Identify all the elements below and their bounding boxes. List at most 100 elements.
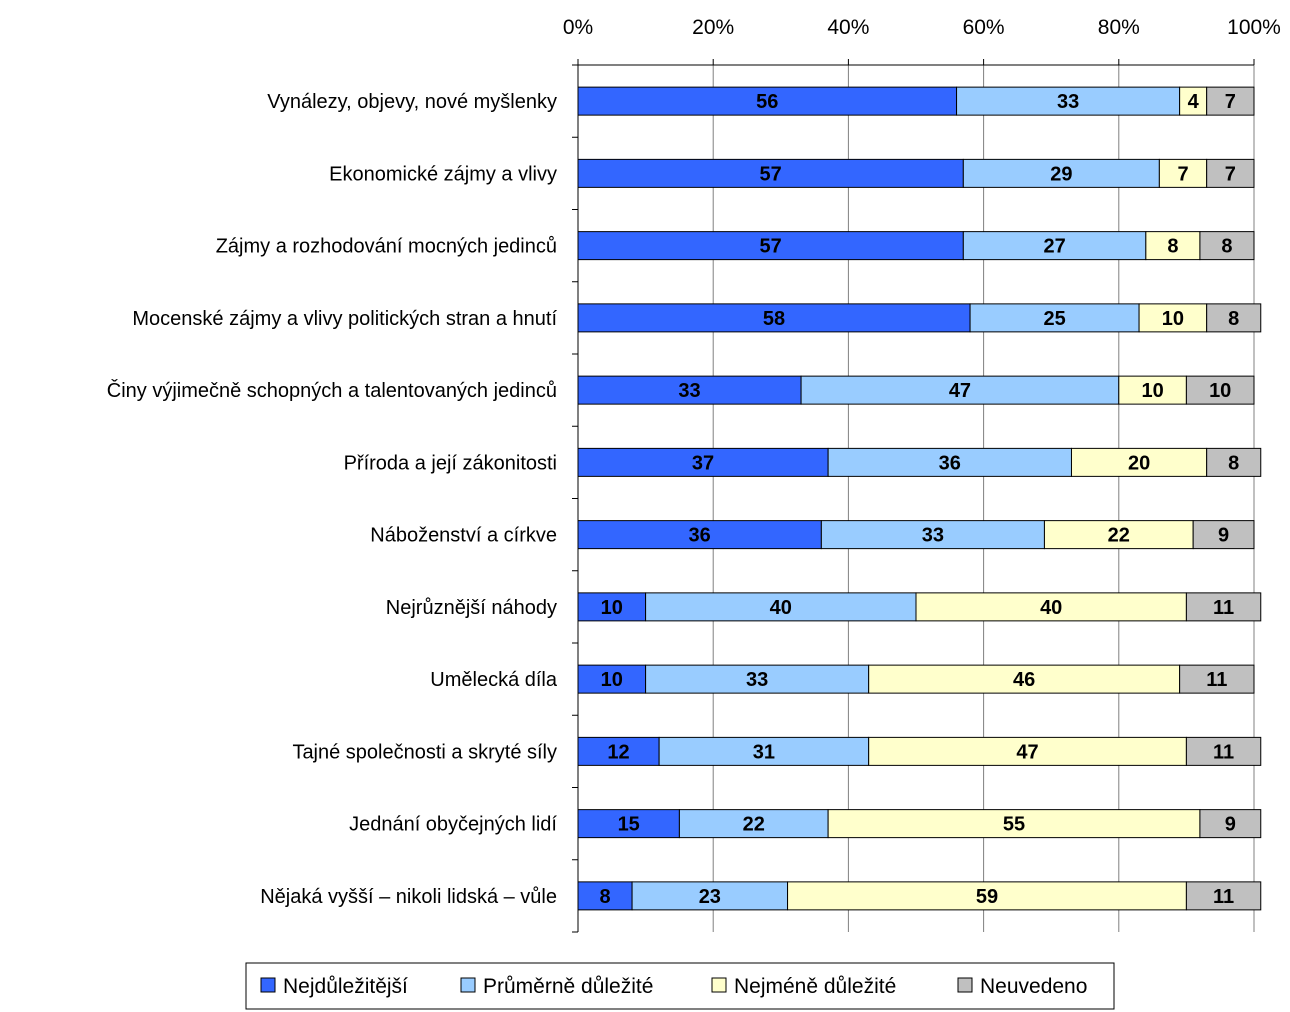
data-label: 33 [922,525,944,547]
data-label: 10 [601,597,623,619]
bar-segment [1070,447,1208,477]
data-label: 11 [1213,597,1234,619]
data-label: 58 [763,308,785,330]
data-label: 11 [1206,669,1227,691]
data-label: 7 [1225,163,1236,185]
x-tick-label: 0% [563,16,593,39]
bar-segment [1118,375,1187,405]
data-label: 40 [1040,597,1062,619]
category-label: Náboženství a církve [370,525,557,547]
bar-row: 36 33 22 9 [577,520,1255,550]
x-tick-label: 60% [963,16,1005,39]
bar-row: 58 25 10 8 [577,303,1262,333]
bar-row: 33 47 10 10 [577,375,1255,405]
bar-row: 10 33 46 11 [577,664,1255,694]
x-tick-label: 100% [1227,16,1281,39]
bar-segment [1185,881,1262,911]
data-label: 33 [1057,91,1079,113]
bar-segment [1145,231,1201,261]
data-label: 7 [1225,91,1236,113]
data-label: 9 [1225,814,1236,836]
bar-segment [577,158,964,188]
data-label: 20 [1128,452,1150,474]
category-labels: Vynálezy, objevy, nové myšlenky Ekonomick… [107,91,558,908]
data-label: 29 [1050,163,1072,185]
bar-segment [800,375,1120,405]
data-label: 56 [756,91,778,113]
legend-label: Nejméně důležité [734,975,896,998]
bar-segment [577,592,647,622]
bar-segment [1192,520,1255,550]
bar-row: 8 23 59 11 [577,881,1262,911]
bar-segment [827,809,1201,839]
bar-segment [1185,592,1262,622]
bar-row: 15 22 55 9 [577,809,1262,839]
legend-swatch [957,977,973,993]
category-label: Příroda a její zákonitosti [344,452,557,474]
axes [572,59,1255,933]
bar-segment [678,809,829,839]
bar-row: 10 40 40 11 [577,592,1262,622]
bar-row: 12 31 47 11 [577,736,1262,766]
gridlines [712,65,1255,932]
data-label: 55 [1003,814,1025,836]
data-label: 25 [1043,308,1065,330]
bar-segment [868,736,1187,766]
bar-segment [1206,158,1255,188]
bar-segment [868,664,1181,694]
bar-segment [1206,86,1255,116]
bar-segment [1206,303,1262,333]
data-label: 57 [760,236,782,258]
data-label: 7 [1177,163,1188,185]
category-label: Činy výjimečně schopných a talentovaných… [107,379,557,402]
data-label: 57 [760,163,782,185]
category-label: Jednání obyčejných lidí [349,814,557,836]
data-label: 22 [743,814,765,836]
data-label: 11 [1213,886,1234,908]
data-label: 11 [1213,741,1234,763]
bar-segment [1206,447,1262,477]
data-label: 37 [692,452,714,474]
data-label: 8 [1221,236,1232,258]
category-label: Mocenské zájmy a vlivy politických stran… [132,308,557,330]
data-label: 36 [689,525,711,547]
data-label: 4 [1188,91,1200,113]
data-label: 40 [770,597,792,619]
x-tick-label: 80% [1098,16,1140,39]
bar-segment [1179,664,1255,694]
category-label: Zájmy a rozhodování mocných jedinců [216,236,557,258]
legend-swatch [260,977,276,993]
data-label: 31 [753,741,775,763]
bar-segment [577,86,958,116]
bar-segment [1138,303,1208,333]
x-tick-label: 20% [692,16,734,39]
data-label: 46 [1013,669,1035,691]
legend-label: Průměrně důležité [483,975,653,998]
data-label: 59 [976,886,998,908]
bar-segment [1199,231,1255,261]
data-label: 8 [1167,236,1178,258]
bar-segment [645,592,917,622]
data-label: 27 [1043,236,1065,258]
bar-segment [645,664,870,694]
category-label: Ekonomické zájmy a vlivy [329,163,557,185]
data-label: 10 [1162,308,1184,330]
category-label: Vynálezy, objevy, nové myšlenky [267,91,557,113]
data-label: 47 [949,380,971,402]
data-label: 8 [1228,308,1239,330]
category-label: Umělecká díla [430,669,558,691]
data-label: 15 [618,814,640,836]
legend-swatch [711,977,727,993]
bar-row: 56 33 4 7 [577,86,1255,116]
bar-row: 37 36 20 8 [577,447,1262,477]
legend: Nejdůležitější Průměrně důležité Nejméně d… [245,962,1115,1010]
bar-segment [1185,736,1262,766]
bar-segment [577,881,633,911]
category-label: Tajné společnosti a skryté síly [292,741,557,763]
legend-swatch [460,977,476,993]
bar-row: 57 27 8 8 [577,231,1255,261]
data-label: 22 [1108,525,1130,547]
bar-segment [827,447,1072,477]
x-tick-label: 40% [827,16,869,39]
